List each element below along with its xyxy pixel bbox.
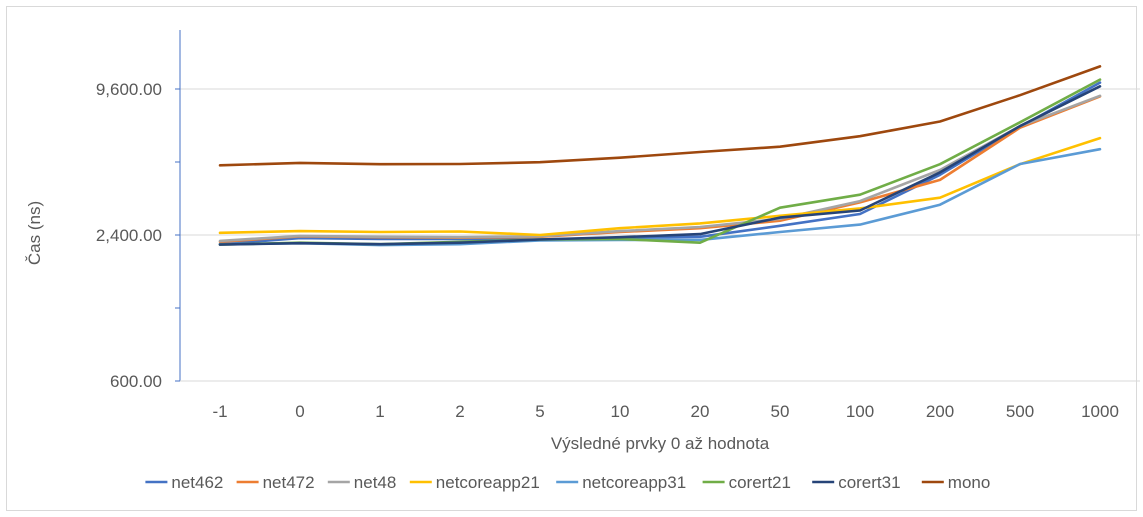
y-axis-title: Čas (ns) bbox=[25, 201, 44, 265]
x-tick-label: 0 bbox=[295, 402, 304, 421]
legend-label: corert21 bbox=[729, 473, 791, 492]
series-line-net48 bbox=[218, 94, 1102, 243]
series-line-net472 bbox=[218, 95, 1102, 244]
x-tick-label: 100 bbox=[846, 402, 874, 421]
x-tick-label: 1000 bbox=[1081, 402, 1119, 421]
series-line-mono bbox=[218, 65, 1102, 167]
x-tick-label: 50 bbox=[771, 402, 790, 421]
x-tick-label: 500 bbox=[1006, 402, 1034, 421]
x-tick-label: 2 bbox=[455, 402, 464, 421]
legend-label: net462 bbox=[171, 473, 223, 492]
y-tick-label: 600.00 bbox=[110, 372, 162, 391]
y-tick-label: 9,600.00 bbox=[96, 80, 162, 99]
legend-label: net48 bbox=[354, 473, 397, 492]
legend: net462 net472 net48 netcoreapp21 netcoreapp3… bbox=[145, 473, 990, 492]
x-tick-label: -1 bbox=[212, 402, 227, 421]
x-tick-label: 20 bbox=[691, 402, 710, 421]
x-tick-label: 10 bbox=[611, 402, 630, 421]
series-line-corert31 bbox=[218, 85, 1102, 246]
x-tick-label: 5 bbox=[535, 402, 544, 421]
x-tick-label: 200 bbox=[926, 402, 954, 421]
x-axis-title: Výsledné prvky 0 až hodnota bbox=[551, 434, 770, 453]
legend-label: mono bbox=[948, 473, 991, 492]
legend-label: net472 bbox=[263, 473, 315, 492]
legend-label: corert31 bbox=[838, 473, 900, 492]
y-tick-labels: 600.00 2,400.00 9,600.00 bbox=[96, 80, 162, 391]
x-tick-labels: -1 0 1 2 5 10 20 50 100 200 500 1000 bbox=[212, 402, 1118, 421]
series-lines bbox=[218, 65, 1102, 247]
legend-label: netcoreapp31 bbox=[582, 473, 686, 492]
legend-label: netcoreapp21 bbox=[436, 473, 540, 492]
chart-frame bbox=[6, 6, 1137, 511]
axes bbox=[175, 30, 1140, 382]
series-line-netcoreapp21 bbox=[218, 136, 1102, 237]
x-tick-label: 1 bbox=[375, 402, 384, 421]
y-tick-label: 2,400.00 bbox=[96, 226, 162, 245]
series-line-net462 bbox=[218, 81, 1102, 246]
